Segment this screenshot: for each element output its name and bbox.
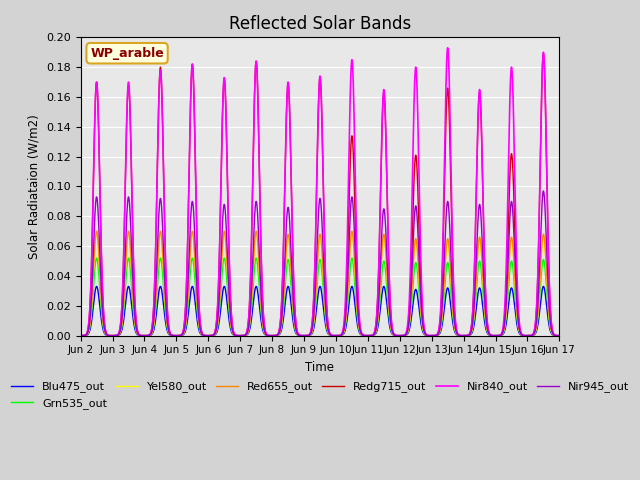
Blu475_out	[556, 333, 563, 338]
Nir840_out	[77, 333, 84, 338]
Blu475_out	[364, 333, 372, 338]
Redg715_out	[260, 314, 268, 320]
Legend: Blu475_out, Grn535_out, Yel580_out, Red655_out, Redg715_out, Nir840_out, Nir945_: Blu475_out, Grn535_out, Yel580_out, Red6…	[6, 377, 634, 413]
Nir840_out	[470, 269, 478, 275]
Grn535_out	[434, 332, 442, 338]
Redg715_out	[364, 333, 372, 338]
Blu475_out	[164, 329, 172, 335]
Nir840_out	[164, 312, 172, 317]
Yel580_out	[556, 333, 563, 338]
Nir840_out	[556, 333, 563, 338]
Red655_out	[470, 307, 478, 313]
Red655_out	[388, 329, 396, 335]
Blu475_out	[470, 321, 478, 326]
Line: Redg715_out: Redg715_out	[81, 54, 559, 336]
Yel580_out	[434, 332, 442, 337]
Blu475_out	[77, 333, 84, 338]
Grn535_out	[252, 255, 260, 261]
Yel580_out	[260, 326, 268, 332]
Red655_out	[556, 333, 563, 338]
Grn535_out	[164, 326, 172, 332]
Y-axis label: Solar Radiataion (W/m2): Solar Radiataion (W/m2)	[28, 114, 40, 259]
Nir945_out	[364, 333, 372, 338]
Nir945_out	[77, 333, 84, 338]
Nir945_out	[470, 300, 478, 306]
Nir840_out	[260, 314, 268, 320]
Line: Nir945_out: Nir945_out	[81, 191, 559, 336]
Text: WP_arable: WP_arable	[90, 47, 164, 60]
Line: Yel580_out: Yel580_out	[81, 234, 559, 336]
Redg715_out	[556, 333, 563, 338]
Redg715_out	[164, 311, 172, 317]
Redg715_out	[470, 273, 478, 279]
Red655_out	[252, 228, 260, 234]
Red655_out	[260, 326, 268, 332]
Grn535_out	[556, 333, 563, 338]
Blu475_out	[260, 330, 268, 336]
Red655_out	[164, 324, 172, 330]
Line: Red655_out: Red655_out	[81, 231, 559, 336]
Line: Nir840_out: Nir840_out	[81, 48, 559, 336]
Nir840_out	[444, 45, 452, 51]
Red655_out	[434, 332, 442, 337]
Nir945_out	[556, 333, 563, 338]
Nir945_out	[434, 332, 442, 337]
Blu475_out	[252, 284, 260, 289]
Nir840_out	[434, 330, 442, 336]
Yel580_out	[252, 231, 260, 237]
X-axis label: Time: Time	[305, 361, 335, 374]
Yel580_out	[77, 333, 84, 338]
Blu475_out	[434, 332, 442, 338]
Line: Grn535_out: Grn535_out	[81, 258, 559, 336]
Line: Blu475_out: Blu475_out	[81, 287, 559, 336]
Redg715_out	[388, 324, 396, 329]
Nir945_out	[260, 324, 268, 329]
Nir945_out	[388, 328, 396, 334]
Yel580_out	[164, 324, 172, 330]
Title: Reflected Solar Bands: Reflected Solar Bands	[229, 15, 411, 33]
Red655_out	[77, 333, 84, 338]
Grn535_out	[470, 313, 478, 319]
Blu475_out	[388, 331, 396, 337]
Redg715_out	[434, 331, 442, 336]
Grn535_out	[260, 328, 268, 334]
Yel580_out	[364, 333, 372, 338]
Nir840_out	[388, 323, 396, 329]
Nir945_out	[164, 322, 172, 327]
Red655_out	[364, 333, 372, 338]
Yel580_out	[470, 308, 478, 314]
Grn535_out	[77, 333, 84, 338]
Redg715_out	[77, 333, 84, 338]
Yel580_out	[388, 329, 396, 335]
Nir840_out	[364, 333, 372, 338]
Grn535_out	[388, 330, 396, 336]
Nir945_out	[540, 188, 547, 194]
Redg715_out	[540, 51, 547, 57]
Grn535_out	[364, 333, 372, 338]
